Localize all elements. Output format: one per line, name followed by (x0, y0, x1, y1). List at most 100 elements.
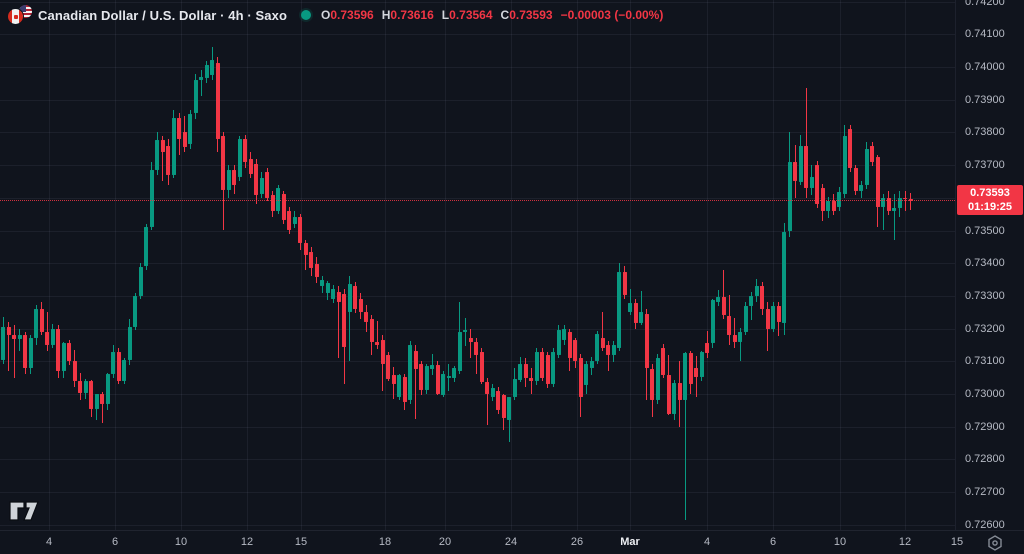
time-axis-label: 26 (570, 536, 584, 548)
candle (61, 343, 66, 372)
candle (39, 309, 44, 332)
candle-wick (475, 337, 477, 375)
candle-wick (349, 275, 350, 362)
ohlc-value: 0.73564 (449, 8, 493, 22)
time-axis-label: 18 (378, 536, 392, 548)
ohlc-readout: O0.73596 H0.73616 L0.73564 C0.73593 (321, 8, 561, 22)
candle (100, 394, 104, 404)
candle (782, 231, 786, 323)
candle (1, 327, 5, 361)
grid-line-horizontal (0, 524, 955, 526)
candle (606, 344, 610, 355)
axis-settings-button[interactable] (986, 534, 1004, 552)
candle-wick (101, 392, 103, 424)
candle (67, 343, 71, 362)
candle (903, 197, 907, 200)
candle (617, 271, 621, 349)
grid-line-horizontal (0, 295, 955, 297)
candle (325, 282, 330, 293)
time-axis[interactable]: 4 6 10 12 15 18 20 24 26 Mar 4 6 10 12 15 (0, 530, 1024, 554)
candle (567, 331, 572, 359)
price-axis-label: 0.74200 (965, 0, 1005, 8)
candle (622, 271, 627, 296)
candle (908, 199, 913, 201)
candle (754, 286, 759, 296)
ohlc-value: 0.73596 (330, 8, 374, 22)
candle (50, 328, 55, 345)
candle-wick (530, 367, 532, 394)
grid-line-horizontal (0, 99, 955, 101)
grid-line-vertical (115, 0, 116, 530)
candle (551, 351, 555, 385)
candle (573, 340, 577, 362)
candle (892, 207, 896, 211)
price-axis-label: 0.73400 (965, 257, 1005, 270)
time-axis-label: 24 (504, 536, 518, 548)
ohlc-pair: L0.73564 (442, 8, 493, 22)
time-axis-label: 10 (174, 536, 188, 548)
candle (457, 331, 462, 372)
candle-wick (607, 341, 609, 372)
candle (83, 380, 88, 394)
time-axis-label: 20 (438, 536, 452, 548)
candle (122, 359, 126, 381)
candle (760, 286, 764, 309)
candle (738, 331, 742, 342)
candle (897, 197, 902, 208)
candle-wick (629, 288, 631, 316)
candle-wick (431, 354, 433, 375)
candle (677, 383, 682, 401)
candle (485, 381, 489, 394)
price-axis-label: 0.73300 (965, 289, 1005, 302)
candle (78, 380, 82, 394)
time-axis-label: 15 (950, 536, 964, 548)
candle (369, 318, 374, 342)
candle (512, 378, 517, 398)
ohlc-letter: C (500, 8, 510, 22)
candle (34, 309, 38, 339)
candle (221, 135, 225, 191)
grid-line-horizontal (0, 263, 955, 265)
candle (215, 63, 220, 139)
candle (138, 266, 143, 296)
candle (611, 344, 616, 355)
candle (446, 376, 451, 378)
symbol-title[interactable]: Canadian Dollar / U.S. Dollar · 4h · Sax… (38, 7, 287, 23)
chart-pane[interactable] (0, 0, 955, 530)
candle (149, 170, 154, 228)
candle (864, 148, 869, 185)
candle (353, 286, 357, 309)
candle (287, 210, 291, 231)
grid-line-horizontal (0, 34, 955, 36)
candle (111, 351, 115, 375)
candle (545, 354, 550, 385)
price-axis-label: 0.72800 (965, 453, 1005, 466)
candle-wick (684, 351, 686, 520)
candle-wick (739, 327, 741, 362)
candle (600, 338, 605, 349)
candle-wick (734, 318, 735, 349)
candle (727, 315, 731, 336)
market-open-status-icon[interactable] (301, 10, 311, 20)
price-axis[interactable]: 0.74200 0.74100 0.74000 0.73900 0.73800 0.737… (955, 0, 1024, 530)
grid-line-vertical (905, 0, 906, 530)
price-axis-label: 0.72600 (965, 518, 1005, 530)
candle (540, 351, 544, 378)
candle (237, 139, 242, 177)
candle (463, 330, 467, 332)
candle (749, 295, 753, 306)
tradingview-logo[interactable] (9, 501, 39, 521)
candle (375, 341, 379, 345)
time-axis-label: 6 (111, 536, 119, 548)
candle (413, 350, 418, 369)
time-axis-label: 10 (833, 536, 847, 548)
candle (721, 296, 726, 316)
candle-wick (464, 318, 466, 346)
candle (765, 309, 770, 329)
candle (254, 163, 258, 196)
grid-line-vertical (773, 0, 774, 530)
candle (358, 299, 363, 313)
candle (259, 178, 264, 195)
candle-wick (750, 292, 752, 320)
